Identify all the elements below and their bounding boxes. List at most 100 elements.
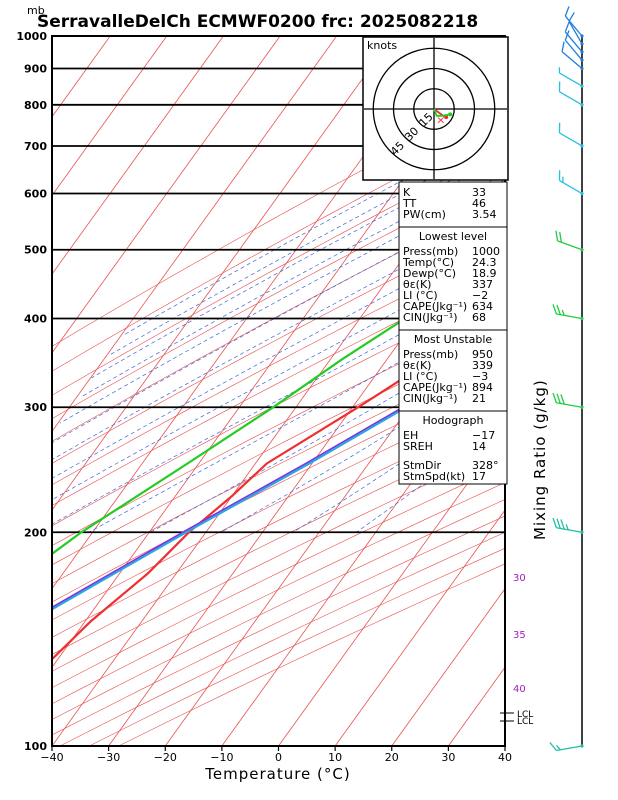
index-value: 328° <box>472 459 499 472</box>
theta-e-label: 30 <box>513 573 526 584</box>
index-value: 24.3 <box>472 256 497 269</box>
lcl-label: LCL <box>517 717 533 727</box>
wind-barb-flag <box>552 517 558 528</box>
wind-barb <box>561 41 584 71</box>
wind-barb-flag <box>560 394 565 405</box>
index-value: 18.9 <box>472 267 497 280</box>
isotherm-line <box>52 36 111 118</box>
index-value: 14 <box>472 440 486 453</box>
wind-barb-flag <box>564 30 570 41</box>
index-label: EH <box>403 429 418 442</box>
index-section-title: Hodograph <box>423 414 484 427</box>
index-value: 337 <box>472 278 493 291</box>
wind-barb <box>552 517 584 534</box>
index-label: PW(cm) <box>403 208 446 221</box>
isotherm-line <box>52 36 338 433</box>
wind-barb-flag <box>568 12 575 22</box>
mixing-ratio-axis-label: Mixing Ratio (g/kg) <box>531 379 549 540</box>
dry-adiabat-line <box>52 268 505 506</box>
virtual-profile-line <box>52 344 505 611</box>
wind-barb-staff <box>557 240 583 251</box>
wind-barb-staff <box>564 15 583 37</box>
pressure-units-label: mb <box>27 4 45 17</box>
index-value: 1000 <box>472 245 500 258</box>
wind-barb-flag <box>558 122 561 133</box>
wind-barb-staff <box>556 745 583 752</box>
wind-barb <box>564 22 584 54</box>
dry-adiabat-line <box>52 121 505 372</box>
wind-barb-staff <box>559 72 583 87</box>
moist-adiabat-line <box>88 300 505 533</box>
isotherm-line <box>52 36 281 354</box>
temperature-tick-label: −10 <box>210 751 233 764</box>
wind-barb-staff <box>568 20 583 45</box>
index-value: 33 <box>472 186 486 199</box>
index-value: 950 <box>472 348 493 361</box>
mixing-ratio-line <box>592 36 618 194</box>
wind-barb-flag <box>556 304 561 315</box>
isotherm-line <box>278 430 505 746</box>
wind-barb-staff <box>556 313 583 320</box>
pressure-tick-label: 200 <box>24 526 47 539</box>
parcel-profile-line <box>52 342 505 609</box>
index-label: LI (°C) <box>403 370 438 383</box>
dry-adiabat-line <box>52 352 505 584</box>
theta-e-label: 35 <box>513 630 526 641</box>
isotherm-line <box>52 36 394 511</box>
pressure-tick-label: 900 <box>24 62 47 75</box>
dry-adiabat-line <box>52 245 505 486</box>
wind-barb <box>558 81 584 107</box>
moist-adiabat-line <box>91 151 505 379</box>
hodograph-trace <box>433 108 451 117</box>
moist-adiabat-line <box>80 164 505 398</box>
wind-barb-column <box>549 6 584 752</box>
dry-adiabat-line <box>52 372 505 603</box>
wind-barb <box>555 230 584 252</box>
wind-barb-flag <box>555 230 559 241</box>
x-axis-title: Temperature (°C) <box>204 765 350 783</box>
wind-barb <box>568 12 584 46</box>
dry-adiabat-line <box>52 290 505 527</box>
index-label: K <box>403 186 411 199</box>
moist-adiabat-line <box>108 138 505 356</box>
wind-barb-flag <box>564 6 570 17</box>
index-label: SREH <box>403 440 433 453</box>
pressure-tick-label: 500 <box>24 244 47 257</box>
index-label: CAPE(Jkg⁻¹) <box>403 381 467 394</box>
wind-barb-flag <box>564 22 570 33</box>
index-value: 68 <box>472 311 486 324</box>
wind-barb <box>558 67 584 88</box>
wind-barb-staff <box>559 179 583 195</box>
isotherm-line <box>334 509 505 746</box>
wind-barb-flag <box>552 304 558 315</box>
wind-barb <box>564 6 584 38</box>
hodograph-trace-end <box>448 112 453 117</box>
index-section-title: Lowest level <box>419 230 487 243</box>
temperature-tick-label: −30 <box>97 751 120 764</box>
storm-motion-marker: × <box>436 114 445 127</box>
wind-barb <box>552 304 584 321</box>
wind-barb-staff <box>564 39 583 61</box>
index-label: CIN(Jkg⁻¹) <box>403 311 458 324</box>
index-value: −17 <box>472 429 495 442</box>
index-label: StmSpd(kt) <box>403 470 465 483</box>
wind-barb-staff <box>564 31 583 53</box>
wind-barb-staff <box>559 91 583 106</box>
wind-barb-half-flag <box>558 67 561 74</box>
index-label: Press(mb) <box>403 348 458 361</box>
dry-adiabat-line <box>52 147 505 396</box>
wind-barb-flag <box>552 392 558 403</box>
dry-adiabat-line <box>52 332 505 566</box>
index-table: K 33 TT 46 PW(cm) 3.54 Lowest level Press(mb) 10… <box>398 181 508 485</box>
hodograph-units-label: knots <box>367 39 397 52</box>
wind-barb-flag <box>556 393 561 404</box>
isotherm-line <box>562 36 618 746</box>
wind-barb-staff <box>561 51 583 69</box>
index-label: Dewp(°C) <box>403 267 456 280</box>
moist-adiabat-line <box>52 212 505 461</box>
dewpoint-profile-line <box>52 238 505 556</box>
wind-barb-half-flag <box>562 176 564 183</box>
index-value: 894 <box>472 381 493 394</box>
wind-barb <box>558 170 584 196</box>
